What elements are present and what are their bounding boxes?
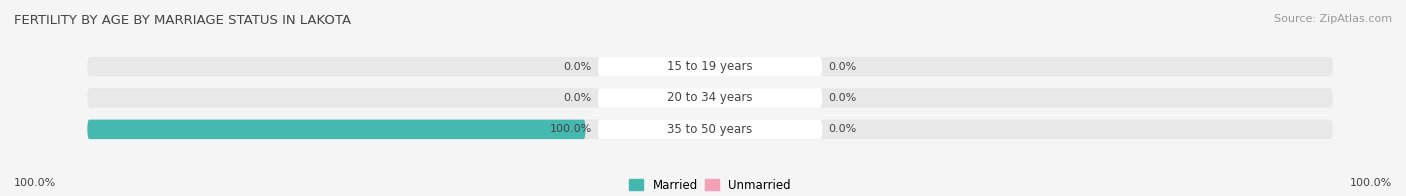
FancyBboxPatch shape [598,57,823,76]
FancyBboxPatch shape [87,120,1333,139]
Text: Source: ZipAtlas.com: Source: ZipAtlas.com [1274,14,1392,24]
Text: 0.0%: 0.0% [828,62,856,72]
FancyBboxPatch shape [598,120,823,139]
Legend: Married, Unmarried: Married, Unmarried [628,179,792,192]
Text: 100.0%: 100.0% [14,178,56,188]
Text: 0.0%: 0.0% [564,62,592,72]
Text: 100.0%: 100.0% [550,124,592,134]
Text: 0.0%: 0.0% [828,93,856,103]
Text: 15 to 19 years: 15 to 19 years [668,60,752,73]
Text: 0.0%: 0.0% [564,93,592,103]
FancyBboxPatch shape [598,88,823,108]
Text: 100.0%: 100.0% [1350,178,1392,188]
Text: 20 to 34 years: 20 to 34 years [668,92,752,104]
Text: FERTILITY BY AGE BY MARRIAGE STATUS IN LAKOTA: FERTILITY BY AGE BY MARRIAGE STATUS IN L… [14,14,352,27]
Text: 35 to 50 years: 35 to 50 years [668,123,752,136]
Text: 0.0%: 0.0% [828,124,856,134]
FancyBboxPatch shape [87,120,585,139]
FancyBboxPatch shape [87,88,1333,108]
FancyBboxPatch shape [87,57,1333,76]
